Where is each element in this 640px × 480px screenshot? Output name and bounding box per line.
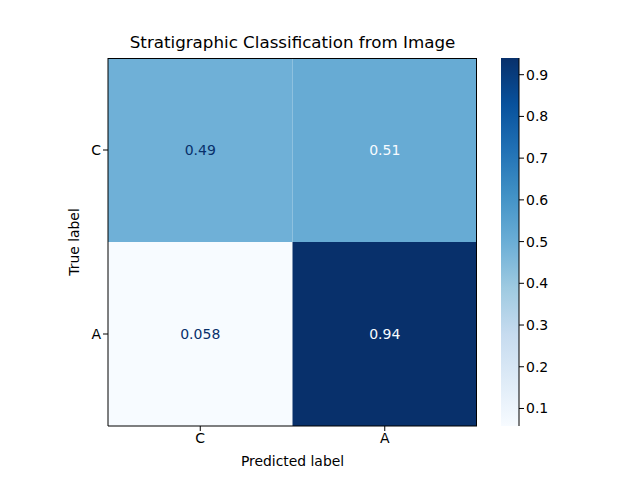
svg-text:0.6: 0.6 xyxy=(526,192,548,208)
svg-text:0.94: 0.94 xyxy=(369,326,400,342)
svg-text:0.3: 0.3 xyxy=(526,317,548,333)
svg-text:0.2: 0.2 xyxy=(526,359,548,375)
html-text:Stratigraphic Classification f: Stratigraphic Classification from Image xyxy=(129,32,456,52)
svg-text:A: A xyxy=(380,430,390,446)
svg-text:0.5: 0.5 xyxy=(526,234,548,250)
svg-text:0.4: 0.4 xyxy=(526,275,548,291)
svg-text:0.8: 0.8 xyxy=(526,108,548,124)
svg-text:0.49: 0.49 xyxy=(185,142,216,158)
svg-text:0.51: 0.51 xyxy=(369,142,400,158)
svg-text:C: C xyxy=(91,142,101,158)
svg-text:0.9: 0.9 xyxy=(526,67,548,83)
svg-text:0.7: 0.7 xyxy=(526,150,548,166)
svg-text:A: A xyxy=(91,326,101,342)
svg-text:0.058: 0.058 xyxy=(180,326,220,342)
html-text:True label: True label xyxy=(66,208,82,276)
svg-text:C: C xyxy=(195,430,205,446)
svg-text:0.1: 0.1 xyxy=(526,400,548,416)
html-text:Predicted label: Predicted label xyxy=(240,453,345,469)
